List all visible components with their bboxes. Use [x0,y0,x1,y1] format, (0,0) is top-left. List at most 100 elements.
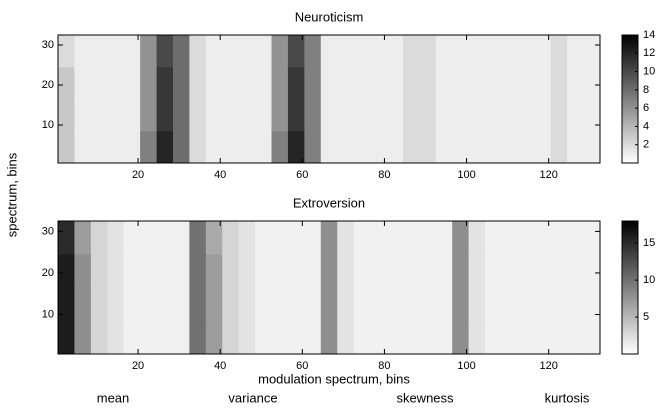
heat-cell [534,131,552,164]
heat-cell [386,67,404,100]
heat-cell [172,254,190,288]
heat-cell [255,99,272,132]
heat-cell [222,99,239,132]
heat-cell [386,254,404,288]
heat-cell [238,131,256,164]
heat-cell [205,131,223,164]
heat-cell [550,287,568,322]
heat-cell [337,131,354,164]
heat-cell [567,287,584,322]
heat-cell [419,67,437,100]
heat-cell [485,99,502,132]
heat-cell [238,35,256,68]
heat-cell [90,67,108,100]
heat-cell [123,35,141,68]
heat-cell [567,221,584,255]
x-tick-label: 40 [214,360,226,372]
heat-cell [156,254,174,288]
heat-cell [452,35,469,68]
x-tick-label: 80 [378,360,390,372]
heat-cell [287,35,305,68]
heat-cell [386,320,404,355]
heat-cell [156,35,174,68]
heat-cell [419,99,437,132]
y-tick-label: 20 [42,267,54,279]
heat-cell [304,287,322,322]
heat-cell [583,287,601,322]
heat-cell [386,221,404,255]
y-tick-label: 20 [42,79,54,91]
heat-cell [107,67,124,100]
heat-cell [419,131,437,164]
colorbar-tick-label: 8 [643,84,649,96]
heat-cell [485,35,502,68]
heat-cell [287,67,305,100]
heat-cell [353,99,371,132]
colorbar-tick-label: 12 [643,47,655,59]
heat-cell [468,287,486,322]
heat-cell [90,99,108,132]
heat-cell [140,254,157,288]
heat-cell [320,35,338,68]
heat-cell [485,320,502,355]
heat-cell [205,35,223,68]
heat-cell [74,131,92,164]
x-tick-label: 120 [539,169,557,181]
heat-cell [452,221,469,255]
heat-cell [74,35,92,68]
heat-cell [58,99,75,132]
plot-frame [57,34,601,164]
x-tick-label: 80 [378,169,390,181]
heat-cell [567,99,584,132]
heat-cell [435,99,453,132]
panel-title: Extroversion [293,195,365,210]
heat-cell [123,320,141,355]
heat-cell [107,35,124,68]
heat-cell [452,99,469,132]
heat-cell [501,131,519,164]
heat-cell [107,287,124,322]
heat-cell [435,221,453,255]
heat-cell [74,99,92,132]
heat-cell [501,320,519,355]
heat-cell [419,254,437,288]
heat-cell [287,221,305,255]
heat-cell [320,99,338,132]
heat-cell [402,221,420,255]
heat-cell [517,320,535,355]
heat-cell [353,254,371,288]
heat-cell [353,221,371,255]
heat-cell [271,221,289,255]
heat-cell [501,99,519,132]
heat-cell [452,320,469,355]
heat-cell [353,67,371,100]
heat-cell [222,254,239,288]
heat-cell [402,320,420,355]
heat-cell [583,221,601,255]
heat-cell [74,221,92,255]
heat-cell [353,131,371,164]
heat-cell [452,67,469,100]
heat-cell [222,35,239,68]
x-tick-label: 120 [539,360,557,372]
heat-cell [238,320,256,355]
heat-cell [320,131,338,164]
heat-cell [435,67,453,100]
colorbar-tick-label: 4 [643,120,649,132]
heat-cell [501,254,519,288]
heat-cell [435,320,453,355]
heat-cell [172,131,190,164]
heat-cell [189,99,207,132]
heat-cell [74,254,92,288]
heat-cell [58,287,75,322]
heat-cell [419,221,437,255]
plot-frame [57,220,601,355]
heat-cell [517,287,535,322]
heat-cell [255,254,272,288]
heat-cell [583,131,601,164]
heat-cell [123,67,141,100]
colorbar-tick-label: 2 [643,139,649,151]
x-tick-label: 100 [457,360,475,372]
heat-cell [107,320,124,355]
